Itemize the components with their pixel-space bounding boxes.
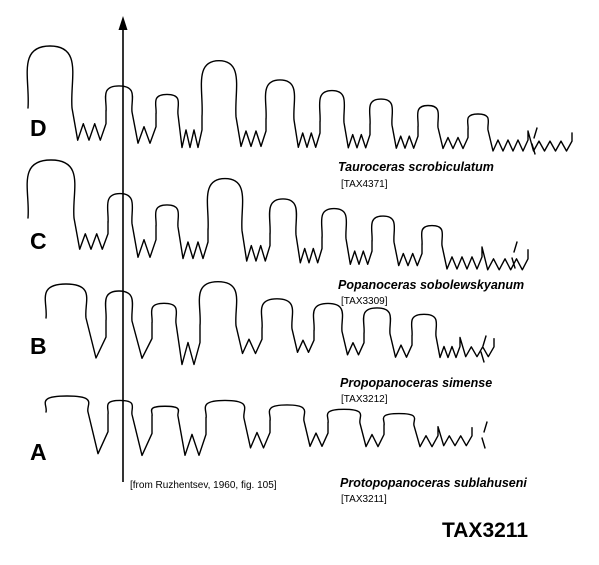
source-note: [from Ruzhentsev, 1960, fig. 105] bbox=[130, 480, 277, 491]
suture-line-a bbox=[44, 395, 473, 457]
suture-line-c-end-tick bbox=[511, 241, 518, 269]
row-letter-a: A bbox=[30, 439, 47, 465]
species-name-b: Propopanoceras simense bbox=[340, 376, 493, 390]
row-letter-d: D bbox=[30, 115, 47, 141]
species-name-a: Protopopanoceras sublahuseni bbox=[340, 476, 527, 490]
taxon-id-a: [TAX3211] bbox=[341, 494, 387, 505]
figure-id: TAX3211 bbox=[442, 519, 528, 542]
suture-line-b-end-tick bbox=[480, 335, 487, 363]
species-name-d: Tauroceras scrobiculatum bbox=[338, 160, 494, 174]
suture-line-a-end-tick bbox=[481, 421, 488, 449]
row-letter-b: B bbox=[30, 333, 47, 359]
suture-line-d-end-tick bbox=[531, 127, 538, 155]
row-letter-c: C bbox=[30, 228, 47, 254]
species-name-c: Popanoceras sobolewskyanum bbox=[338, 278, 525, 292]
arrow-head bbox=[118, 16, 128, 30]
suture-line-d bbox=[26, 45, 573, 152]
suture-line-c bbox=[26, 159, 529, 271]
suture-line-b bbox=[44, 281, 495, 366]
taxon-id-d: [TAX4371] bbox=[341, 179, 388, 190]
taxon-id-c: [TAX3309] bbox=[341, 296, 388, 307]
taxon-id-b: [TAX3212] bbox=[341, 394, 388, 405]
